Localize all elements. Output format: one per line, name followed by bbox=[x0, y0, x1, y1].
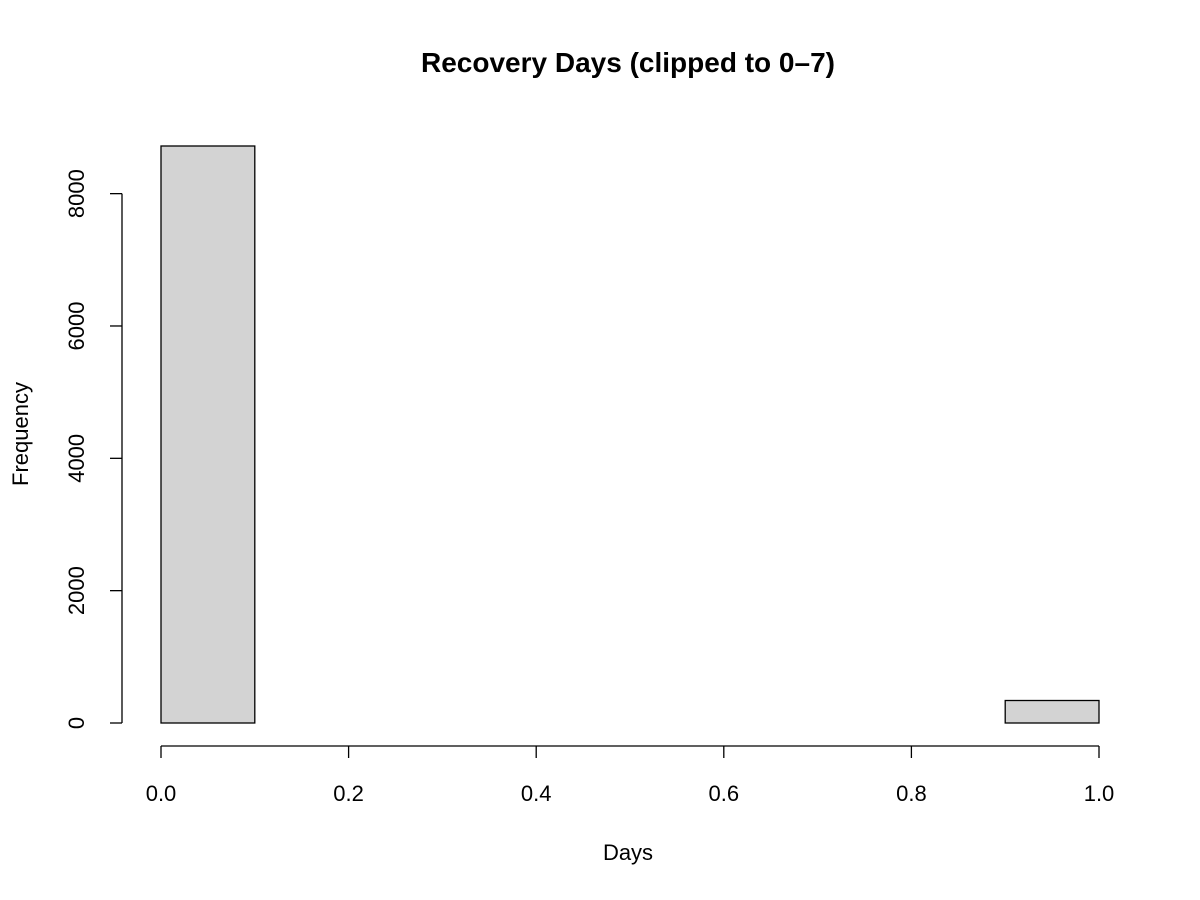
x-tick-label: 0.2 bbox=[333, 781, 364, 806]
y-tick-label: 8000 bbox=[64, 169, 89, 218]
y-axis: 0 2000 4000 6000 8000 bbox=[64, 169, 123, 729]
x-tick-label: 0.6 bbox=[709, 781, 740, 806]
x-tick-label: 0.0 bbox=[146, 781, 177, 806]
x-axis: 0.0 0.2 0.4 0.6 0.8 1.0 bbox=[146, 745, 1115, 806]
y-tick-label: 6000 bbox=[64, 302, 89, 351]
y-axis-title: Frequency bbox=[8, 382, 33, 486]
y-tick-label: 2000 bbox=[64, 566, 89, 615]
x-tick-label: 0.4 bbox=[521, 781, 552, 806]
chart-title: Recovery Days (clipped to 0–7) bbox=[421, 47, 835, 78]
histogram-bar-0 bbox=[160, 145, 256, 724]
bars-group bbox=[160, 145, 1100, 724]
y-tick-label: 4000 bbox=[64, 434, 89, 483]
y-tick-label: 0 bbox=[64, 717, 89, 729]
histogram-bar-9 bbox=[1004, 699, 1100, 724]
x-tick-label: 1.0 bbox=[1084, 781, 1115, 806]
x-tick-label: 0.8 bbox=[896, 781, 927, 806]
x-axis-title: Days bbox=[603, 840, 653, 865]
